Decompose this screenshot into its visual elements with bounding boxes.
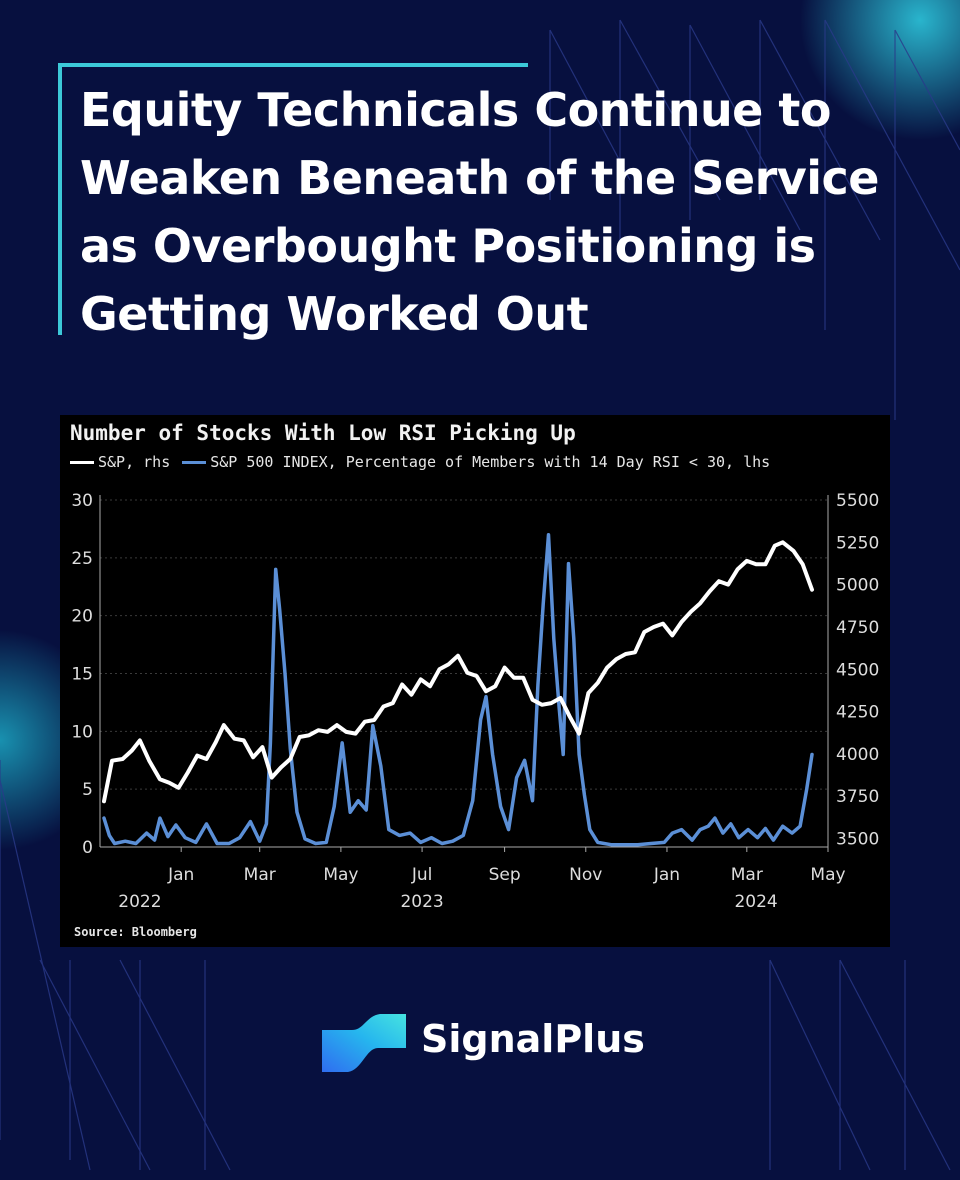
legend-swatch-white	[70, 460, 94, 464]
x-tick-label: Sep	[489, 865, 521, 885]
y-right-tick-label: 4250	[836, 703, 879, 723]
chart-source: Source: Bloomberg	[74, 925, 197, 939]
axes	[99, 495, 829, 852]
y-left-tick-label: 15	[71, 665, 93, 685]
chart-plot: 0 5 10 15 20 25 30 3500 3750 4000 4250 4500 4750 5000…	[71, 491, 879, 912]
y-left-tick-label: 30	[71, 491, 93, 511]
y-right-tick-label: 5500	[836, 491, 879, 511]
y-right-tick-label: 5000	[836, 576, 879, 596]
y-right-tick-label: 3500	[836, 830, 879, 850]
series-line-sp500	[102, 540, 814, 804]
title-accent-frame	[58, 63, 528, 335]
series-lines	[102, 532, 814, 847]
x-year-label: 2023	[400, 892, 443, 912]
headline: Equity Technicals Continue to Weaken Ben…	[80, 83, 879, 341]
y-left-tick-label: 5	[82, 780, 93, 800]
legend-item-sp: S&P, rhs	[70, 453, 170, 471]
y-right-tick-label: 4750	[836, 618, 879, 638]
legend-swatch-blue	[182, 460, 207, 464]
chart-legend: S&P, rhs S&P 500 INDEX, Percentage of Me…	[70, 453, 782, 471]
y-right-tick-label: 3750	[836, 787, 879, 807]
gridlines	[100, 499, 828, 848]
x-tick-label: Jul	[411, 865, 433, 885]
chart-panel: 0 5 10 15 20 25 30 3500 3750 4000 4250 4500 4750 5000…	[60, 415, 890, 947]
y-left-tick-label: 20	[71, 607, 93, 627]
brand-name: SignalPlus	[421, 1017, 645, 1061]
y-right-tick-label: 5250	[836, 533, 879, 553]
legend-label-rsi: S&P 500 INDEX, Percentage of Members wit…	[210, 453, 771, 471]
x-year-label: 2022	[118, 892, 161, 912]
x-tick-label: Mar	[244, 865, 276, 885]
y-left-tick-label: 25	[71, 549, 93, 569]
legend-label-sp: S&P, rhs	[98, 453, 171, 471]
x-tick-label: Mar	[731, 865, 763, 885]
y-left-tick-label: 0	[82, 838, 93, 858]
x-tick-label: Nov	[569, 865, 602, 885]
tick-labels: 0 5 10 15 20 25 30 3500 3750 4000 4250 4500 4750 5000…	[71, 491, 879, 912]
y-left-tick-label: 10	[71, 722, 93, 742]
y-right-tick-label: 4500	[836, 660, 879, 680]
y-right-tick-label: 4000	[836, 745, 879, 765]
x-tick-label: May	[323, 865, 358, 885]
chart-title: Number of Stocks With Low RSI Picking Up	[70, 421, 576, 445]
x-year-label: 2024	[734, 892, 777, 912]
x-tick-label: May	[810, 865, 845, 885]
legend-item-rsi: S&P 500 INDEX, Percentage of Members wit…	[182, 453, 770, 471]
x-tick-label: Jan	[167, 865, 194, 885]
series-line-low-rsi	[102, 532, 814, 847]
signalplus-logo-icon	[322, 1014, 406, 1072]
x-tick-label: Jan	[653, 865, 680, 885]
